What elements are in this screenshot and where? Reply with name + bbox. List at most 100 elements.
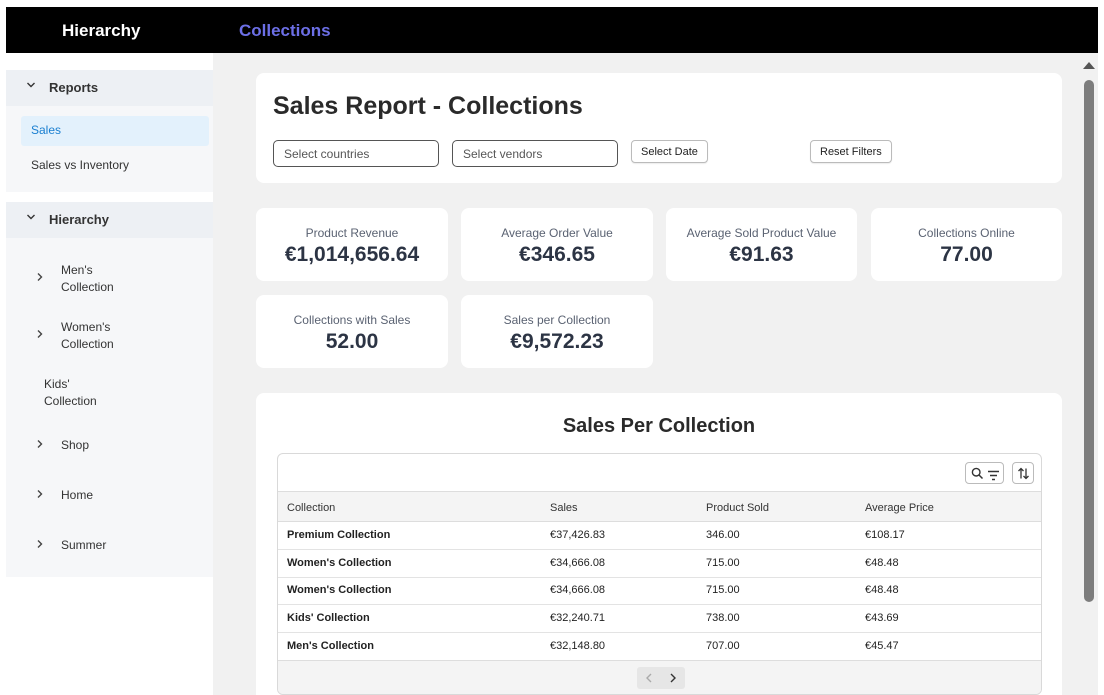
table-row[interactable]: Women's Collection €34,666.08 715.00 €48… [278,577,1041,605]
kpi-label: Collections with Sales [293,313,411,327]
tree-item-womens-collection[interactable]: Women's Collection [37,319,114,353]
kpi-label: Sales per Collection [503,313,611,327]
cell-collection: Men's Collection [287,640,374,652]
cell-average-price: €43.69 [865,612,899,624]
sort-icon [1017,467,1030,485]
cell-average-price: €48.48 [865,584,899,596]
cell-sales: €34,666.08 [550,584,606,596]
column-header-collection[interactable]: Collection [287,502,336,514]
tree-item-label: Home [61,488,94,502]
cell-sales: €32,148.80 [550,640,606,652]
sidebar-item-sales-vs-inventory[interactable]: Sales vs Inventory [31,158,130,172]
kpi-average-order-value: Average Order Value €346.65 [461,208,653,281]
cell-product-sold: 346.00 [706,529,740,541]
chevron-right-icon[interactable] [35,327,45,344]
vertical-scrollbar[interactable] [1080,53,1098,695]
table-title: Sales Per Collection [562,415,756,437]
app-brand[interactable]: Hierarchy [62,21,141,40]
tree-item-label: Women's [61,320,111,334]
cell-product-sold: 715.00 [706,557,740,569]
kpi-average-sold-product-value: Average Sold Product Value €91.63 [666,208,857,281]
main-content[interactable]: Sales Report - Collections Select countr… [213,53,1080,695]
kpi-sales-per-collection: Sales per Collection €9,572.23 [461,295,653,368]
cell-collection: Women's Collection [287,584,392,596]
cell-product-sold: 738.00 [706,612,740,624]
reports-group-label: Reports [49,80,99,95]
cell-average-price: €48.48 [865,557,899,569]
cell-product-sold: 715.00 [706,584,740,596]
tree-item-kids-collection[interactable]: Kids' Collection [44,376,97,410]
kpi-value: €346.65 [519,243,595,266]
chevron-right-icon[interactable] [35,437,45,454]
cell-product-sold: 707.00 [706,640,740,652]
prev-page-button[interactable] [637,667,661,689]
top-bar: Hierarchy Collections [6,7,1098,53]
hierarchy-group-label: Hierarchy [49,212,109,227]
tree-item-label: Men's [61,263,93,277]
prev-page-icon [645,670,653,686]
cell-sales: €37,426.83 [550,529,606,541]
cell-collection: Premium Collection [287,529,391,541]
hierarchy-group [6,202,213,577]
cell-average-price: €45.47 [865,640,899,652]
kpi-product-revenue: Product Revenue €1,014,656.64 [256,208,448,281]
select-date-button[interactable]: Select Date [631,140,708,163]
chevron-right-icon[interactable] [35,487,45,504]
search-icon [971,467,984,485]
filters-card: Sales Report - Collections Select countr… [256,73,1062,183]
table-row[interactable]: Kids' Collection €32,240.71 738.00 €43.6… [278,605,1041,633]
sales-per-collection-card: Sales Per Collection Coll [256,393,1062,695]
table-row[interactable]: Women's Collection €34,666.08 715.00 €48… [278,550,1041,578]
kpi-label: Collections Online [918,226,1015,240]
cell-collection: Kids' Collection [287,612,370,624]
next-page-icon [669,670,677,686]
vendors-select[interactable]: Select vendors [452,140,618,167]
chevron-right-icon[interactable] [35,537,45,554]
column-header-average-price[interactable]: Average Price [865,502,934,514]
tree-item-home[interactable]: Home [37,487,94,504]
chevron-right-icon[interactable] [35,270,45,287]
kpi-label: Average Sold Product Value [686,226,837,240]
table-pagination [278,660,1041,694]
tree-item-label: Collection [61,280,114,294]
cell-collection: Women's Collection [287,557,392,569]
sort-button[interactable] [1012,462,1034,484]
kpi-value: 77.00 [940,243,993,266]
sidebar-item-sales[interactable]: Sales [21,116,209,146]
table-row[interactable]: Men's Collection €32,148.80 707.00 €45.4… [278,633,1041,661]
data-table: Collection Sales Product Sold Average Pr… [277,453,1042,695]
kpi-value: €9,572.23 [510,330,604,353]
cell-average-price: €108.17 [865,529,905,541]
next-page-button[interactable] [661,667,685,689]
cell-sales: €34,666.08 [550,557,606,569]
tree-item-label: Kids' [44,377,70,391]
column-header-sales[interactable]: Sales [550,502,578,514]
kpi-collections-online: Collections Online 77.00 [871,208,1062,281]
kpi-label: Product Revenue [305,226,399,240]
scrollbar-thumb[interactable] [1084,80,1094,602]
tree-item-mens-collection[interactable]: Men's Collection [37,262,114,296]
table-row[interactable]: Premium Collection €37,426.83 346.00 €10… [278,522,1041,550]
reset-filters-button[interactable]: Reset Filters [810,140,892,163]
tree-item-label: Shop [61,438,90,452]
table-header-row: Collection Sales Product Sold Average Pr… [278,491,1041,522]
page-section-title[interactable]: Collections [239,21,331,40]
countries-select[interactable]: Select countries [273,140,439,167]
hierarchy-group-header[interactable]: Hierarchy [6,202,213,238]
column-header-product-sold[interactable]: Product Sold [706,502,769,514]
tree-item-label: Collection [44,394,97,408]
tree-item-shop[interactable]: Shop [37,437,90,454]
search-filter-button[interactable] [965,462,1004,484]
chevron-down-icon [26,212,36,225]
kpi-label: Average Order Value [501,226,613,240]
table-toolbar [278,454,1041,491]
sidebar: Reports Sales Sales vs Inventory Hierarc… [6,53,213,695]
tree-item-summer[interactable]: Summer [37,537,107,554]
cell-sales: €32,240.71 [550,612,606,624]
chevron-down-icon [26,80,36,93]
kpi-collections-with-sales: Collections with Sales 52.00 [256,295,448,368]
scroll-up-arrow[interactable] [1083,62,1095,69]
tree-item-label: Summer [61,538,107,552]
tree-item-label: Collection [61,337,114,351]
reports-group-header[interactable]: Reports [6,70,213,106]
